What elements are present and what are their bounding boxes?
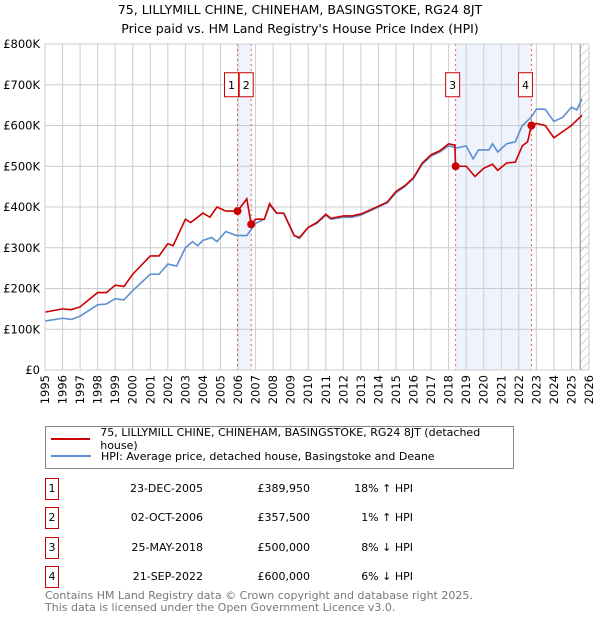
chart-title: 75, LILLYMILL CHINE, CHINEHAM, BASINGSTO… bbox=[117, 2, 483, 17]
x-tick-label: 2009 bbox=[284, 375, 298, 404]
x-tick-label: 1999 bbox=[108, 375, 122, 404]
transaction-hpi-diff: 8% ↓ HPI bbox=[361, 541, 413, 554]
transaction-number: 1 bbox=[45, 478, 59, 500]
y-tick-label: £400K bbox=[3, 200, 40, 214]
x-tick-label: 2004 bbox=[196, 375, 210, 404]
transaction-row: 3 25-MAY-2018 £500,000 8% ↓ HPI bbox=[45, 537, 545, 559]
x-tick-label: 2021 bbox=[494, 375, 508, 404]
legend-swatch-red bbox=[51, 438, 91, 440]
x-tick-label: 2007 bbox=[249, 375, 263, 404]
sale-point bbox=[233, 207, 242, 216]
x-tick-label: 2014 bbox=[371, 375, 385, 404]
x-tick-label: 2025 bbox=[564, 375, 578, 404]
footer-copyright: Contains HM Land Registry data © Crown c… bbox=[45, 589, 473, 602]
transaction-date: 23-DEC-2005 bbox=[129, 482, 203, 495]
transaction-hpi-diff: 6% ↓ HPI bbox=[361, 570, 413, 583]
y-tick-label: £300K bbox=[3, 241, 40, 255]
x-tick-label: 2005 bbox=[213, 375, 227, 404]
transaction-price: £600,000 bbox=[257, 570, 311, 583]
legend-swatch-blue bbox=[51, 455, 91, 457]
marker-label-box bbox=[445, 72, 461, 98]
transaction-row: 1 23-DEC-2005 £389,950 18% ↑ HPI bbox=[45, 478, 545, 500]
marker-label: 2 bbox=[243, 79, 250, 92]
legend: 75, LILLYMILL CHINE, CHINEHAM, BASINGSTO… bbox=[45, 426, 514, 469]
sale-point bbox=[451, 162, 460, 171]
x-tick-label: 2006 bbox=[231, 375, 245, 404]
x-tick-label: 2000 bbox=[126, 375, 140, 404]
sale-point bbox=[247, 220, 256, 229]
transaction-row: 2 02-OCT-2006 £357,500 1% ↑ HPI bbox=[45, 507, 545, 529]
x-tick-label: 2018 bbox=[442, 375, 456, 404]
x-tick-label: 1996 bbox=[56, 375, 70, 404]
sale-point bbox=[527, 121, 536, 130]
x-tick-label: 2020 bbox=[477, 375, 491, 404]
x-tick-label: 2002 bbox=[161, 375, 175, 404]
footer-licence: This data is licensed under the Open Gov… bbox=[45, 601, 396, 614]
x-tick-label: 2017 bbox=[424, 375, 438, 404]
transaction-hpi-diff: 18% ↑ HPI bbox=[354, 482, 413, 495]
transaction-date: 21-SEP-2022 bbox=[132, 570, 203, 583]
transaction-number: 2 bbox=[45, 507, 59, 529]
x-tick-label: 1998 bbox=[91, 375, 105, 404]
transaction-price: £357,500 bbox=[257, 511, 311, 524]
legend-item-hpi: HPI: Average price, detached house, Basi… bbox=[51, 448, 435, 464]
line-chart: 1995 1996 1997 1998 1999 2000 2001 2002 2003 2004… bbox=[3, 37, 596, 404]
transaction-number: 3 bbox=[45, 537, 59, 559]
marker-label: 1 bbox=[228, 79, 235, 92]
y-tick-label: £600K bbox=[3, 119, 40, 133]
x-tick-label: 2011 bbox=[319, 375, 333, 404]
transaction-date: 02-OCT-2006 bbox=[130, 511, 203, 524]
y-tick-label: £500K bbox=[3, 159, 40, 173]
legend-label: HPI: Average price, detached house, Basi… bbox=[101, 449, 435, 463]
marker-label-box bbox=[224, 72, 240, 98]
x-tick-label: 2022 bbox=[512, 375, 526, 404]
marker-label-box bbox=[517, 72, 533, 98]
x-tick-label: 2015 bbox=[389, 375, 403, 404]
legend-item-property: 75, LILLYMILL CHINE, CHINEHAM, BASINGSTO… bbox=[51, 426, 513, 452]
x-tick-label: 2008 bbox=[266, 375, 280, 404]
x-tick-label: 2026 bbox=[582, 375, 596, 404]
x-tick-label: 1995 bbox=[38, 375, 52, 404]
transaction-row: 4 21-SEP-2022 £600,000 6% ↓ HPI bbox=[45, 566, 545, 588]
y-tick-label: £700K bbox=[3, 78, 40, 92]
transaction-price: £500,000 bbox=[257, 541, 311, 554]
x-tick-label: 2016 bbox=[407, 375, 421, 404]
y-tick-label: £200K bbox=[3, 282, 40, 296]
y-tick-label: £100K bbox=[3, 322, 40, 336]
x-tick-label: 2013 bbox=[354, 375, 368, 404]
marker-label: 4 bbox=[522, 79, 529, 92]
y-tick-label: £800K bbox=[3, 37, 40, 51]
x-tick-label: 1997 bbox=[73, 375, 87, 404]
plot-frame bbox=[44, 43, 590, 371]
x-tick-label: 2001 bbox=[143, 375, 157, 404]
x-tick-label: 2010 bbox=[301, 375, 315, 404]
transaction-date: 25-MAY-2018 bbox=[131, 541, 203, 554]
x-tick-label: 2023 bbox=[529, 375, 543, 404]
chart-subtitle: Price paid vs. HM Land Registry's House … bbox=[121, 21, 479, 36]
x-tick-label: 2019 bbox=[459, 375, 473, 404]
marker-label-box bbox=[238, 72, 254, 98]
x-tick-label: 2024 bbox=[547, 375, 561, 404]
legend-label: 75, LILLYMILL CHINE, CHINEHAM, BASINGSTO… bbox=[100, 426, 481, 452]
x-tick-label: 2003 bbox=[178, 375, 192, 404]
transaction-number: 4 bbox=[45, 566, 59, 588]
marker-label: 3 bbox=[449, 79, 456, 92]
property-price-line bbox=[44, 114, 583, 313]
transaction-price: £389,950 bbox=[257, 482, 311, 495]
y-tick-label: £0 bbox=[25, 363, 40, 377]
transaction-hpi-diff: 1% ↑ HPI bbox=[361, 511, 413, 524]
x-tick-label: 2012 bbox=[336, 375, 350, 404]
